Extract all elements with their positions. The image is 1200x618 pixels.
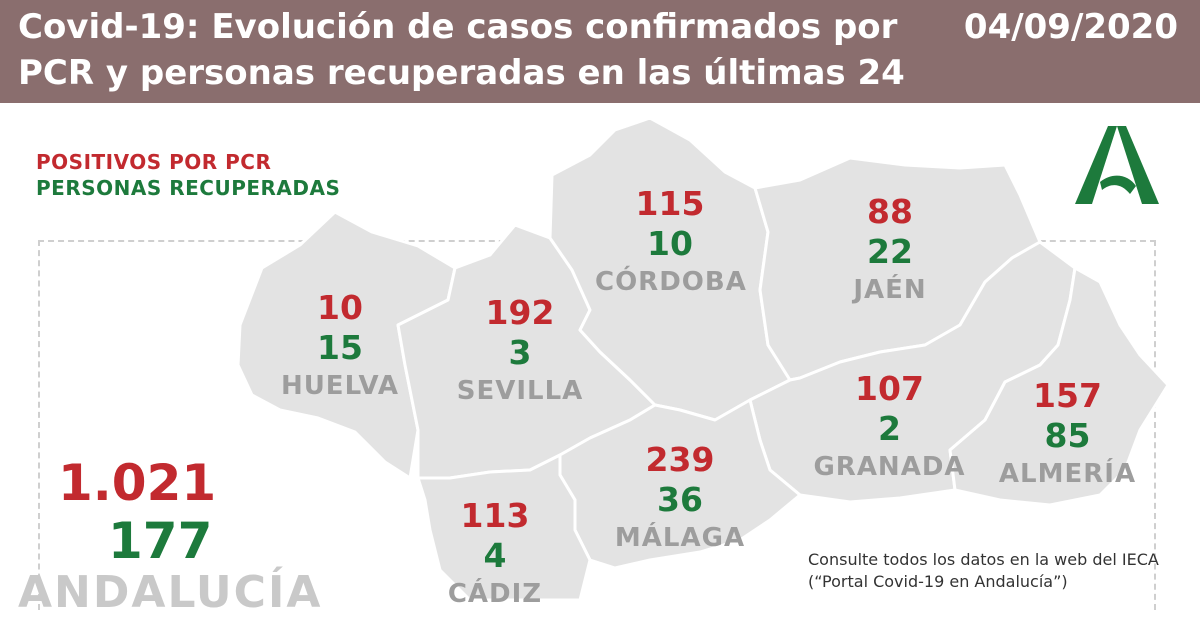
province-positives: 239 [645,440,715,479]
source-note: Consulte todos los datos en la web del I… [808,550,1159,591]
province-name: HUELVA [280,371,400,401]
province-recovered: 4 [483,536,507,575]
province-recovered: 3 [508,333,532,372]
province-huelva: 10 15 HUELVA [265,288,415,404]
legend-recovered: PERSONAS RECUPERADAS [36,176,341,200]
province-shape-cadiz [416,453,592,600]
province-name: ALMERÍA [998,459,1137,489]
legend-positives: POSITIVOS POR PCR [36,150,272,174]
province-recovered: 15 [317,328,363,367]
header-banner: Covid-19: Evolución de casos confirmados… [0,0,1200,139]
total-recovered: 177 [108,512,213,570]
province-sevilla: 192 3 SEVILLA [440,293,600,409]
province-name: CÁDIZ [447,579,543,609]
total-positives: 1.021 [58,454,217,512]
province-positives: 113 [460,496,530,535]
province-recovered: 36 [657,480,703,519]
province-malaga: 239 36 MÁLAGA [605,440,755,556]
region-name: ANDALUCÍA [18,567,323,618]
province-positives: 107 [855,369,924,408]
province-name: GRANADA [813,452,966,482]
province-recovered: 10 [647,224,693,263]
province-almeria: 157 85 ALMERÍA [990,376,1145,492]
province-positives: 115 [635,184,705,223]
province-recovered: 22 [867,232,913,271]
province-granada: 107 2 GRANADA [812,369,967,485]
province-jaen: 88 22 JAÉN [815,192,965,308]
province-recovered: 2 [878,409,901,448]
province-positives: 88 [867,192,913,231]
report-date: 04/09/2020 [963,7,1178,47]
province-recovered: 85 [1044,416,1091,455]
province-positives: 157 [1033,376,1102,415]
province-name: SEVILLA [456,376,584,406]
province-positives: 192 [485,293,555,332]
province-name: MÁLAGA [614,523,746,553]
page-title: Covid-19: Evolución de casos confirmados… [18,7,905,139]
junta-de-andalucia-logo-icon [1075,126,1159,204]
province-name: CÓRDOBA [595,267,747,297]
province-shape-almeria [948,266,1170,507]
province-name: JAÉN [853,275,927,305]
province-cordoba: 115 10 CÓRDOBA [595,184,747,300]
province-cadiz: 113 4 CÁDIZ [420,496,570,612]
andalucia-map [236,116,1170,600]
province-positives: 10 [317,288,363,327]
